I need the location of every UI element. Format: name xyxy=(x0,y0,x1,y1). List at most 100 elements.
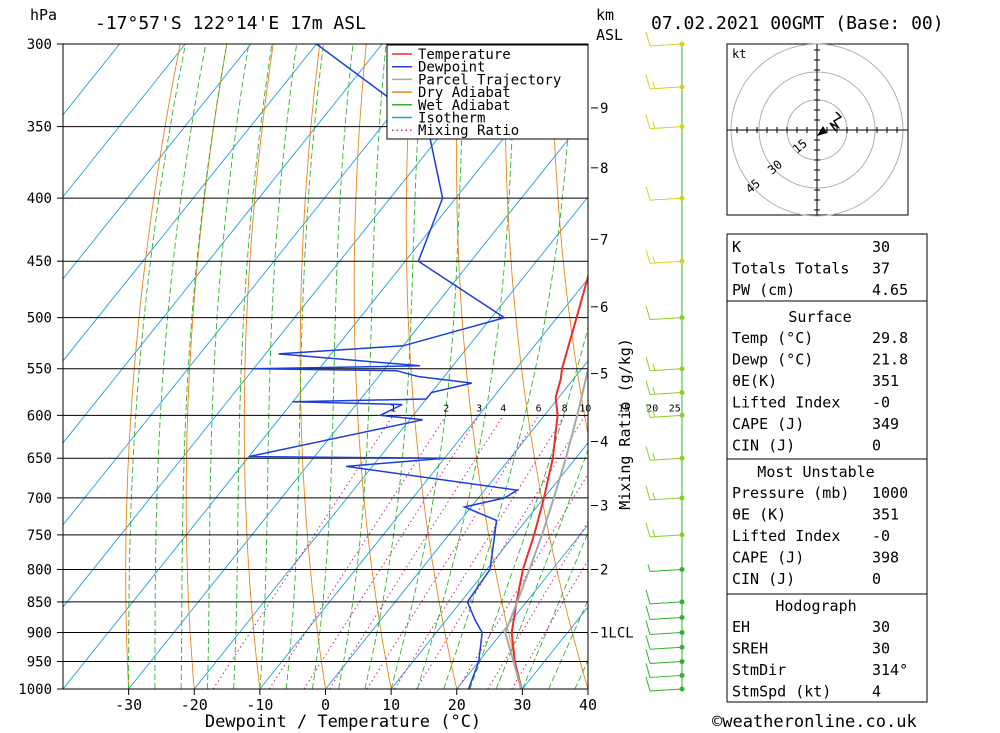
wet-adiabat-line xyxy=(364,44,424,689)
wet-adiabat-line xyxy=(233,44,273,689)
table-row-value: -0 xyxy=(872,394,890,412)
wind-barb-staff xyxy=(649,688,683,692)
mixing-ratio-labels: 1 2 3 4 6 8 10 15 20 25 xyxy=(390,403,681,414)
pressure-tick-label: 900 xyxy=(27,626,52,642)
wind-barb-half xyxy=(652,387,656,395)
wind-barb-staff xyxy=(649,601,683,605)
wind-barb-staff xyxy=(649,568,683,572)
table-row-label: Lifted Index xyxy=(732,394,840,412)
mixing-ratio-label: 4 xyxy=(500,403,506,414)
wet-adiabat-line xyxy=(521,531,588,689)
legend-entry: Isotherm xyxy=(418,111,485,127)
table-row-label: CIN (J) xyxy=(732,437,795,455)
hodograph-trace xyxy=(829,111,843,132)
table-row-label: StmSpd (kt) xyxy=(732,683,831,701)
height-tick-label: 1LCL xyxy=(600,626,634,642)
height-unit-km: km xyxy=(596,6,614,24)
wind-barb-staff xyxy=(649,661,683,665)
wet-adiabat-line xyxy=(206,44,250,689)
mixing-ratio-label: 8 xyxy=(562,403,568,414)
dry-adiabat-line xyxy=(125,44,181,689)
wind-barb-staff xyxy=(649,197,683,201)
dry-adiabat-line xyxy=(952,0,1000,694)
table-row-value: 1000 xyxy=(872,484,908,502)
wind-barb-staff xyxy=(649,632,683,636)
height-tick-label: 6 xyxy=(600,300,608,316)
x-tick-label: -10 xyxy=(246,696,273,714)
index-tables: K 30 Totals Totals 37 PW (cm) 4.65 Surface Temp… xyxy=(726,233,928,703)
height-axis: 1LCL 2 3 4 5 6 7 8 9 xyxy=(591,101,634,642)
table-row-label: Temp (°C) xyxy=(732,329,813,347)
dry-adiabat-line xyxy=(353,44,392,689)
wind-barb-flag xyxy=(645,185,651,201)
mixing-ratio-label: 6 xyxy=(536,403,542,414)
wet-adiabat-line xyxy=(338,44,387,689)
x-tick-label: 20 xyxy=(448,696,466,714)
table-row-value: 0 xyxy=(872,437,881,455)
wind-barb-half xyxy=(652,81,656,90)
isotherm-line xyxy=(63,44,383,444)
x-tick-label: -20 xyxy=(181,696,208,714)
x-tick-label: 30 xyxy=(513,696,531,714)
mixing-ratio-label: 3 xyxy=(476,403,482,414)
surface-title: Surface xyxy=(788,308,851,326)
table-row-value: -0 xyxy=(872,527,890,545)
wet-adiabat-line xyxy=(416,44,517,689)
table-row-label: Dewp (°C) xyxy=(732,351,813,369)
background-lines xyxy=(63,0,1000,694)
wet-adiabat-line xyxy=(495,448,588,689)
table-row-label: K xyxy=(732,238,741,256)
wet-adiabat-line xyxy=(154,44,207,689)
wind-barb-flag xyxy=(645,114,651,129)
table-row-label: Pressure (mb) xyxy=(732,484,849,502)
sounding-profiles xyxy=(248,44,588,689)
pressure-unit: hPa xyxy=(30,6,57,24)
x-tick-label: 0 xyxy=(321,696,330,714)
sounding-datetime: 07.02.2021 00GMT (Base: 00) xyxy=(651,13,944,34)
x-axis-label: Dewpoint / Temperature (°C) xyxy=(205,712,481,732)
storm-motion-marker xyxy=(817,126,827,136)
wind-barb-flag xyxy=(645,605,651,620)
height-tick-label: 2 xyxy=(600,562,608,578)
isotherm-line xyxy=(63,44,252,280)
wet-adiabat-line xyxy=(390,44,467,689)
table-row-label: θE(K) xyxy=(732,372,777,390)
wind-barb-staff xyxy=(649,616,683,620)
table-row-value: 30 xyxy=(872,618,890,636)
wind-barb-flag xyxy=(645,522,651,538)
height-tick-label: 9 xyxy=(600,101,608,117)
wind-barb-flag xyxy=(645,676,651,692)
x-tick-label: 10 xyxy=(382,696,400,714)
wet-adiabat-line xyxy=(311,44,354,689)
x-tick-label: 40 xyxy=(579,696,597,714)
wind-barb-half xyxy=(647,564,651,572)
table-row-label: θE (K) xyxy=(732,506,786,524)
wind-barb-half xyxy=(652,121,656,129)
wind-barb-staff xyxy=(649,317,683,321)
wet-adiabat-line xyxy=(259,44,298,689)
series-parcel-trajectory-line xyxy=(504,364,588,689)
table-row-value: 351 xyxy=(872,372,899,390)
legend-entry: Mixing Ratio xyxy=(418,123,519,139)
table-row-value: 37 xyxy=(872,260,890,278)
pressure-axis: 300 350 400 450 500 550 600 650 700 750 800 850 900 9… xyxy=(18,37,63,698)
pressure-tick-label: 400 xyxy=(27,191,52,207)
station-location: -17°57'S 122°14'E 17m ASL xyxy=(95,13,366,34)
wind-barb-flag xyxy=(645,589,651,605)
table-row-label: PW (cm) xyxy=(732,281,795,299)
table-row-value: 30 xyxy=(872,238,890,256)
table-row-label: EH xyxy=(732,618,750,636)
legend-entry: Dry Adiabat xyxy=(418,85,511,101)
dry-adiabat-line xyxy=(996,0,1000,694)
mixing-ratio-line xyxy=(457,473,588,689)
plot-frame xyxy=(62,43,589,690)
wind-barb-flag xyxy=(645,380,651,395)
height-tick-label: 8 xyxy=(600,161,608,177)
legend-entry: Dewpoint xyxy=(418,60,485,76)
pressure-tick-label: 1000 xyxy=(18,682,52,698)
pressure-tick-label: 600 xyxy=(27,408,52,424)
table-row-label: CAPE (J) xyxy=(732,549,804,567)
wind-barb-half xyxy=(652,529,656,538)
